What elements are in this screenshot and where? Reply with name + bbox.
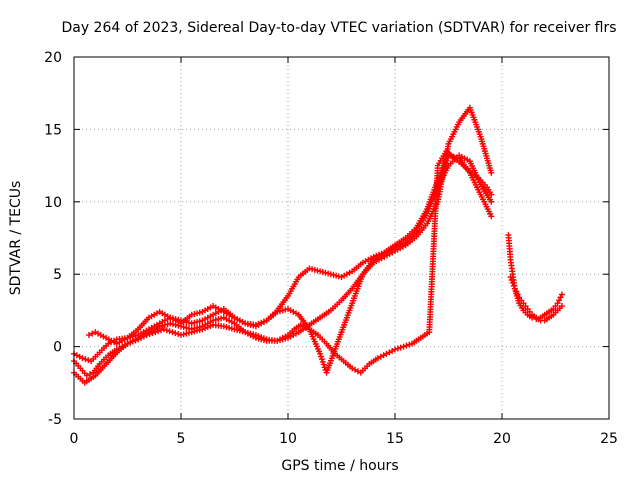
data-point	[558, 303, 565, 310]
data-point	[175, 331, 182, 338]
x-tick-label: 25	[600, 431, 618, 447]
data-point	[155, 328, 162, 335]
data-point	[508, 276, 515, 283]
chart-title: Day 264 of 2023, Sidereal Day-to-day VTE…	[61, 20, 616, 36]
data-point	[83, 372, 90, 379]
data-point	[488, 213, 495, 220]
data-point	[397, 344, 404, 351]
x-tick-label: 5	[177, 431, 186, 447]
data-point	[488, 169, 495, 176]
data-point	[406, 341, 413, 348]
data-point	[85, 332, 92, 339]
data-point	[558, 291, 565, 298]
y-tick-label: 0	[53, 340, 62, 356]
data-point	[82, 356, 89, 363]
data-point	[172, 330, 179, 337]
y-axis-label: SDTVAR / TECUs	[8, 181, 24, 296]
x-axis-label: GPS time / hours	[281, 458, 398, 474]
data-point	[507, 274, 514, 281]
data-point	[403, 342, 410, 349]
data-point	[400, 343, 407, 350]
grid-lines	[74, 57, 609, 419]
y-tick-label: -5	[48, 412, 62, 428]
data-point	[160, 326, 167, 333]
data-point	[509, 279, 516, 286]
axis-ticks: 0 5 10 15 20 25 -5 0 5 10 15 20	[44, 50, 618, 447]
data-point	[152, 329, 159, 336]
y-tick-label: 10	[44, 195, 62, 211]
data-point	[488, 198, 495, 205]
data-point	[89, 330, 96, 337]
data-point	[392, 346, 398, 353]
data-point	[158, 327, 165, 334]
data-point	[510, 282, 517, 289]
data-point	[87, 371, 94, 378]
x-tick-label: 10	[279, 431, 297, 447]
data-point	[85, 357, 92, 364]
x-tick-label: 15	[386, 431, 404, 447]
data-point	[533, 316, 540, 323]
y-tick-label: 15	[44, 122, 62, 138]
data-point	[166, 328, 173, 335]
x-tick-label: 0	[70, 431, 79, 447]
data-point	[528, 314, 535, 321]
data-point	[163, 327, 170, 334]
plot-frame	[73, 56, 610, 420]
x-tick-label: 20	[493, 431, 511, 447]
data-points	[71, 104, 565, 386]
data-point	[169, 329, 176, 336]
data-point	[79, 355, 86, 362]
y-tick-label: 20	[44, 50, 62, 66]
data-point	[394, 345, 401, 352]
y-tick-label: 5	[53, 267, 62, 283]
